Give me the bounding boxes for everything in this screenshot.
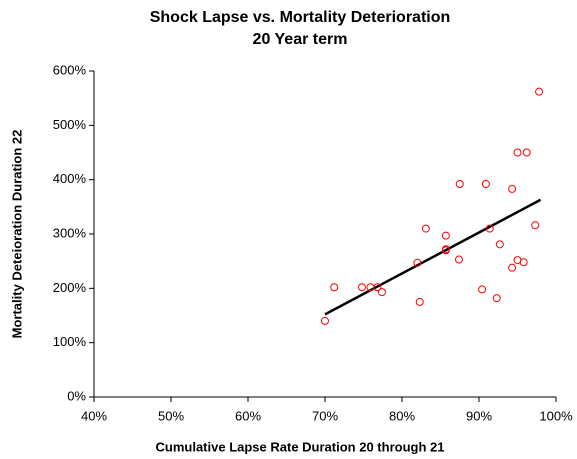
point — [519, 258, 528, 267]
point — [415, 297, 424, 306]
point — [513, 148, 522, 157]
point — [455, 180, 464, 189]
point — [421, 224, 430, 233]
point — [535, 87, 544, 96]
x-tick-label: 70% — [312, 408, 338, 423]
point — [330, 283, 339, 292]
chart-title: Shock Lapse vs. Mortality Deterioration — [150, 9, 451, 26]
chart-subtitle: 20 Year term — [253, 31, 348, 48]
point — [485, 224, 494, 233]
x-tick-label: 60% — [235, 408, 261, 423]
point — [321, 316, 329, 325]
point — [508, 184, 517, 193]
x-tick-label: 80% — [389, 408, 415, 423]
x-tick-label: 90% — [466, 408, 492, 423]
x-tick-label: 100% — [539, 408, 573, 423]
point — [492, 294, 501, 303]
y-axis-label: Mortality Deteioration Duration 22 — [9, 130, 24, 339]
y-tick-label: 500% — [53, 117, 87, 132]
x-tick-label: 50% — [158, 408, 184, 423]
point — [413, 258, 422, 267]
y-tick-label: 600% — [53, 62, 87, 77]
point — [522, 148, 531, 157]
y-tick-label: 100% — [53, 334, 87, 349]
x-axis-label: Cumulative Lapse Rate Duration 20 throug… — [156, 439, 445, 454]
y-tick-label: 0% — [67, 388, 86, 403]
point — [495, 240, 504, 249]
point — [508, 263, 517, 272]
point — [481, 180, 490, 189]
x-tick-label: 40% — [81, 408, 107, 423]
point — [441, 231, 450, 240]
y-tick-label: 300% — [53, 225, 87, 240]
point — [454, 255, 463, 264]
point — [478, 285, 487, 294]
point — [377, 288, 386, 297]
trendline — [324, 198, 542, 316]
point — [531, 221, 540, 230]
point — [357, 283, 366, 292]
point — [441, 246, 450, 255]
point — [373, 283, 382, 292]
y-tick-label: 400% — [53, 171, 87, 186]
y-tick-label: 200% — [53, 280, 87, 295]
